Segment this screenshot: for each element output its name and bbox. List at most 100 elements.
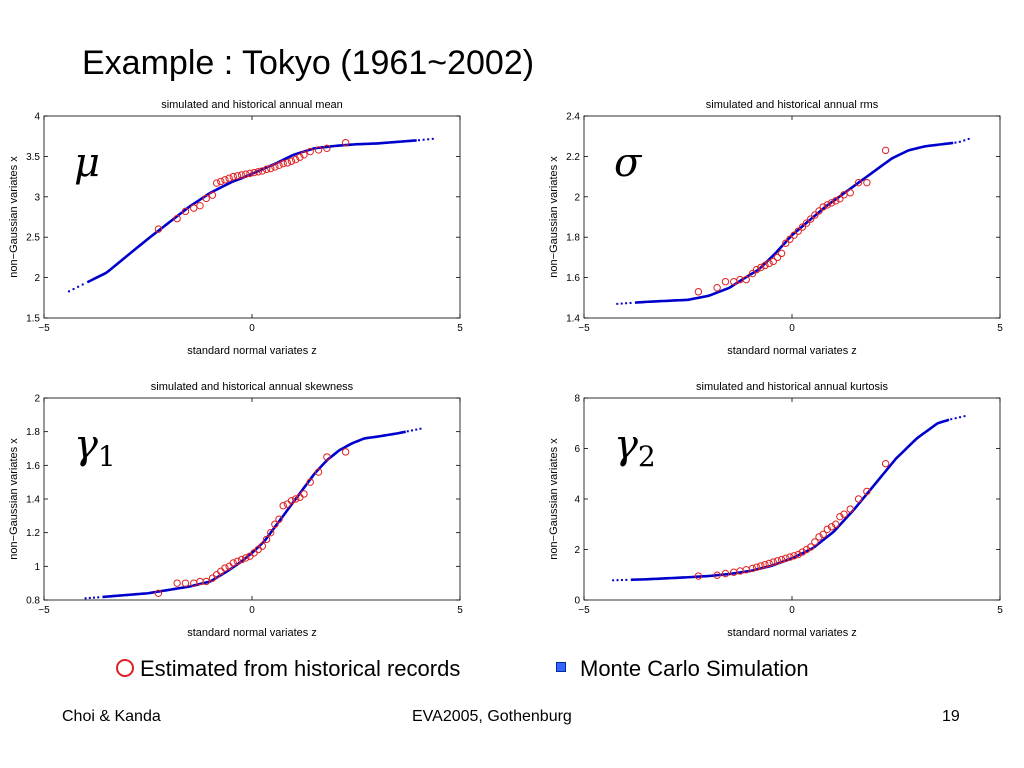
- legend-simulation: Monte Carlo Simulation: [556, 656, 809, 682]
- chart0-historical-point: [221, 176, 229, 184]
- chart1-historical-point: [811, 211, 819, 219]
- chart1-historical-point: [815, 207, 823, 215]
- chart3-y-axis-label: non−Gaussian variates x: [548, 438, 560, 560]
- chart1-historical-point: [782, 239, 790, 247]
- chart2-simulation-point: [84, 597, 87, 600]
- chart3-x-tick-label: −5: [578, 605, 590, 616]
- chart2-simulation-point: [411, 429, 414, 432]
- chart2-historical-point: [314, 468, 323, 476]
- chart2-simulation-point: [419, 427, 422, 430]
- skewness-chart-panel: simulated and historical annual skewness…: [0, 372, 480, 644]
- chart2-historical-point: [291, 495, 300, 503]
- chart1-historical-point: [807, 215, 815, 223]
- chart0-simulation-point: [418, 139, 421, 142]
- chart1-historical-point: [819, 203, 827, 211]
- chart2-simulation-point: [97, 596, 100, 599]
- chart3-historical-point: [802, 545, 811, 554]
- chart3-historical-point: [769, 558, 777, 566]
- chart2-historical-point: [341, 448, 350, 456]
- footer-page-number: 19: [942, 708, 960, 725]
- chart1-historical-point: [694, 288, 703, 296]
- chart3-historical-point: [798, 548, 807, 556]
- chart1-simulation-point: [620, 302, 623, 305]
- chart1-historical-point: [786, 235, 794, 243]
- blue-square-icon: [556, 662, 566, 672]
- chart2-simulation-point: [406, 430, 409, 433]
- chart3-historical-point: [748, 564, 757, 573]
- chart2-y-axis-label: non−Gaussian variates x: [8, 438, 20, 560]
- chart3-historical-point: [823, 525, 832, 534]
- chart0-simulation-point: [431, 137, 434, 140]
- chart3-x-axis-label: standard normal variates z: [727, 627, 857, 639]
- chart2-y-tick-label: 2: [34, 394, 40, 405]
- chart1-simulation-point: [625, 302, 628, 305]
- chart0-historical-point: [202, 194, 210, 203]
- chart2-plot-frame: [43, 397, 461, 601]
- chart1-historical-point: [823, 201, 832, 209]
- chart3-simulation-point: [963, 415, 966, 418]
- chart0-x-axis-label: standard normal variates z: [187, 345, 317, 357]
- chart0-historical-point: [283, 159, 292, 167]
- chart0-y-axis-label: non−Gaussian variates x: [8, 156, 20, 278]
- chart0-historical-point: [173, 214, 181, 223]
- chart1-historical-point: [773, 253, 782, 262]
- chart0-historical-point: [250, 168, 258, 177]
- chart1-x-tick-label: 0: [789, 323, 795, 334]
- chart3-historical-point: [854, 495, 863, 503]
- chart3-simulation-point: [950, 418, 953, 421]
- chart1-y-tick-label: 2.4: [566, 112, 580, 123]
- chart0-x-tick-label: 5: [457, 323, 463, 334]
- chart3-historical-point: [827, 523, 836, 531]
- chart2-historical-point: [271, 520, 279, 528]
- chart0-title: simulated and historical annual mean: [161, 99, 343, 111]
- chart2-historical-point: [300, 490, 308, 498]
- chart1-x-tick-label: 5: [997, 323, 1003, 334]
- chart0-historical-point: [323, 144, 331, 153]
- chart2-historical-point: [221, 564, 229, 572]
- chart3-simulation-point: [954, 417, 957, 420]
- chart2-historical-point: [287, 496, 296, 505]
- chart1-simulation-point: [958, 140, 961, 143]
- chart1-svg: simulated and historical annual rms −5 0 5 1…: [548, 99, 1003, 357]
- chart2-x-tick-label: 0: [249, 605, 255, 616]
- chart1-historical-point: [752, 265, 761, 274]
- chart0-historical-point: [190, 204, 198, 212]
- chart1-historical-point: [757, 263, 765, 272]
- chart0-historical-point: [287, 157, 296, 165]
- chart3-historical-point: [786, 553, 794, 561]
- chart0-historical-point: [279, 159, 287, 168]
- chart3-historical-point: [836, 512, 844, 521]
- chart0-y-tick-label: 3: [34, 192, 40, 203]
- chart1-historical-point: [846, 189, 854, 197]
- chart3-historical-point: [840, 510, 848, 518]
- chart3-historical-point: [721, 569, 730, 578]
- chart1-historical-point: [794, 227, 802, 235]
- chart0-historical-point: [212, 179, 221, 187]
- chart2-x-axis-label: standard normal variates z: [187, 627, 317, 639]
- chart2-svg: simulated and historical annual skewness…: [8, 381, 463, 639]
- footer-conference: EVA2005, Gothenburg: [412, 708, 572, 725]
- chart1-historical-point: [854, 178, 863, 187]
- chart3-historical-point: [815, 533, 823, 541]
- chart2-historical-point: [323, 453, 331, 461]
- chart1-plot-frame: [583, 115, 1001, 319]
- chart1-y-tick-label: 1.8: [566, 233, 580, 244]
- chart0-historical-point: [208, 191, 217, 199]
- chart1-historical-point: [777, 249, 786, 258]
- chart3-symbol: γ2: [614, 422, 656, 473]
- chart2-y-tick-label: 1: [34, 562, 40, 573]
- chart0-y-tick-label: 4: [34, 112, 40, 123]
- chart3-symbol-subscript: 2: [638, 440, 656, 473]
- chart0-x-tick-label: −5: [38, 323, 50, 334]
- chart1-y-tick-label: 2.2: [566, 152, 580, 163]
- chart2-y-tick-label: 1.4: [26, 495, 40, 506]
- chart3-historical-point: [811, 538, 819, 546]
- chart1-historical-point: [790, 231, 798, 239]
- chart3-historical-point: [831, 520, 840, 528]
- chart3-simulation-point: [612, 579, 615, 582]
- chart0-historical-point: [154, 225, 163, 233]
- chart2-y-tick-label: 1.6: [26, 461, 40, 472]
- chart0-simulation-point: [427, 138, 430, 141]
- chart1-historical-point: [863, 178, 871, 187]
- mean-chart-panel: simulated and historical annual mean −5 0 5…: [0, 90, 480, 362]
